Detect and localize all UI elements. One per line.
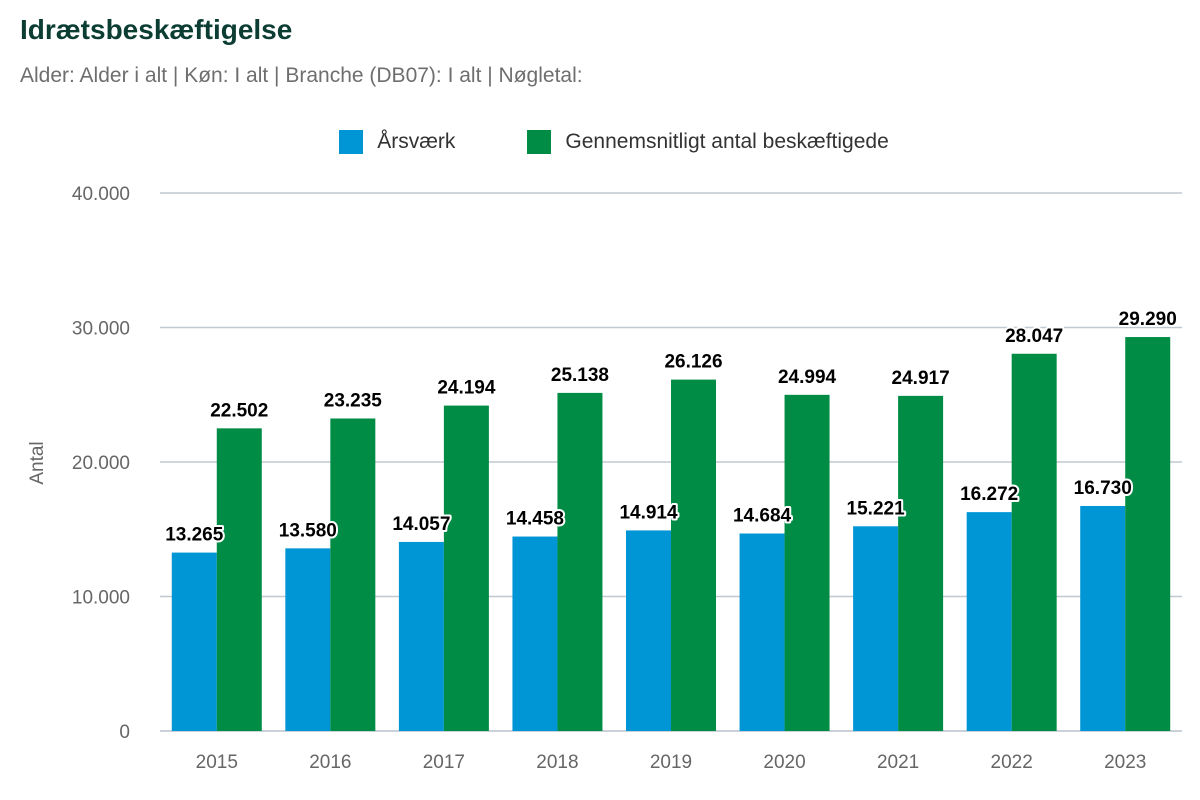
y-tick-label: 20.000 [72, 453, 130, 474]
bar-arsvaerk-2020[interactable] [739, 533, 785, 731]
bar-gennemsnitligt-2019[interactable] [671, 379, 716, 731]
legend-item-gennemsnitligt[interactable]: Gennemsnitligt antal beskæftigede [527, 130, 889, 154]
x-tick-label-2019: 2019 [650, 752, 692, 773]
data-label-arsvaerk-2023: 16.730 [1074, 478, 1132, 499]
bar-gennemsnitligt-2022[interactable] [1011, 353, 1057, 731]
y-tick-label: 30.000 [72, 319, 130, 340]
x-tick-label-2020: 2020 [763, 752, 805, 773]
data-label-gennemsnitligt-2021: 24.917 [892, 368, 950, 389]
legend-label-arsvaerk: Årsværk [377, 130, 456, 153]
data-label-gennemsnitligt-2019: 26.126 [664, 352, 722, 373]
data-label-gennemsnitligt-2016: 23.235 [324, 390, 383, 411]
data-label-gennemsnitligt-2023: 29.290 [1119, 309, 1177, 330]
y-axis-title: Antal [27, 441, 48, 484]
legend-swatch-arsvaerk [339, 130, 364, 154]
data-label-gennemsnitligt-2015: 22.502 [210, 400, 268, 421]
bar-arsvaerk-2016[interactable] [285, 548, 331, 731]
data-label-arsvaerk-2022: 16.272 [960, 484, 1018, 505]
chart-title: Idrætsbeskæftigelse [20, 14, 293, 45]
data-label-arsvaerk-2017: 14.057 [392, 514, 450, 535]
chart-subtitle: Alder: Alder i alt | Køn: I alt | Branch… [20, 64, 583, 87]
bar-arsvaerk-2019[interactable] [626, 530, 671, 731]
data-label-arsvaerk-2019: 14.914 [619, 502, 678, 523]
bars [171, 337, 1171, 731]
data-label-gennemsnitligt-2017: 24.194 [437, 378, 496, 399]
bar-arsvaerk-2023[interactable] [1080, 505, 1126, 731]
data-label-arsvaerk-2015: 13.265 [165, 525, 224, 546]
data-label-arsvaerk-2021: 15.221 [847, 498, 906, 519]
data-label-gennemsnitligt-2018: 25.138 [551, 365, 609, 386]
data-label-arsvaerk-2016: 13.580 [279, 520, 337, 541]
legend: Årsværk Gennemsnitligt antal beskæftiged… [0, 130, 1200, 154]
bar-arsvaerk-2021[interactable] [853, 526, 899, 731]
bar-gennemsnitligt-2016[interactable] [330, 418, 376, 731]
x-tick-label-2021: 2021 [877, 752, 919, 773]
data-label-gennemsnitligt-2022: 28.047 [1005, 326, 1063, 347]
legend-label-gennemsnitligt: Gennemsnitligt antal beskæftigede [565, 130, 889, 153]
x-tick-label-2023: 2023 [1104, 752, 1146, 773]
y-tick-label: 0 [119, 722, 130, 743]
y-tick-label: 10.000 [72, 588, 130, 609]
bar-gennemsnitligt-2017[interactable] [443, 405, 489, 731]
x-tick-label-2017: 2017 [423, 752, 465, 773]
data-label-arsvaerk-2018: 14.458 [506, 509, 564, 530]
bar-gennemsnitligt-2020[interactable] [784, 394, 830, 731]
x-tick-label-2015: 2015 [196, 752, 238, 773]
bar-gennemsnitligt-2021[interactable] [898, 395, 944, 731]
x-tick-label-2016: 2016 [309, 752, 351, 773]
bar-arsvaerk-2015[interactable] [171, 552, 217, 731]
legend-swatch-gennemsnitligt [527, 130, 552, 154]
bar-gennemsnitligt-2015[interactable] [216, 428, 262, 731]
bar-arsvaerk-2017[interactable] [398, 541, 444, 731]
y-tick-label: 40.000 [72, 184, 130, 205]
y-axis: 0 10.000 20.000 30.000 40.000 [72, 184, 130, 743]
data-labels: 13.265 22.502 13.580 23.235 14.057 24.194 14.4… [163, 307, 1179, 548]
bar-gennemsnitligt-2023[interactable] [1125, 337, 1171, 731]
x-tick-label-2022: 2022 [991, 752, 1033, 773]
data-label-gennemsnitligt-2020: 24.994 [778, 367, 837, 388]
x-axis: 2015 2016 2017 2018 2019 2020 2021 2022 2023 [196, 752, 1147, 773]
bar-gennemsnitligt-2018[interactable] [557, 392, 603, 731]
bar-arsvaerk-2018[interactable] [512, 536, 558, 731]
bar-arsvaerk-2022[interactable] [966, 512, 1012, 731]
data-label-arsvaerk-2020: 14.684 [733, 506, 792, 527]
x-tick-label-2018: 2018 [536, 752, 578, 773]
legend-item-arsvaerk[interactable]: Årsværk [339, 130, 455, 154]
